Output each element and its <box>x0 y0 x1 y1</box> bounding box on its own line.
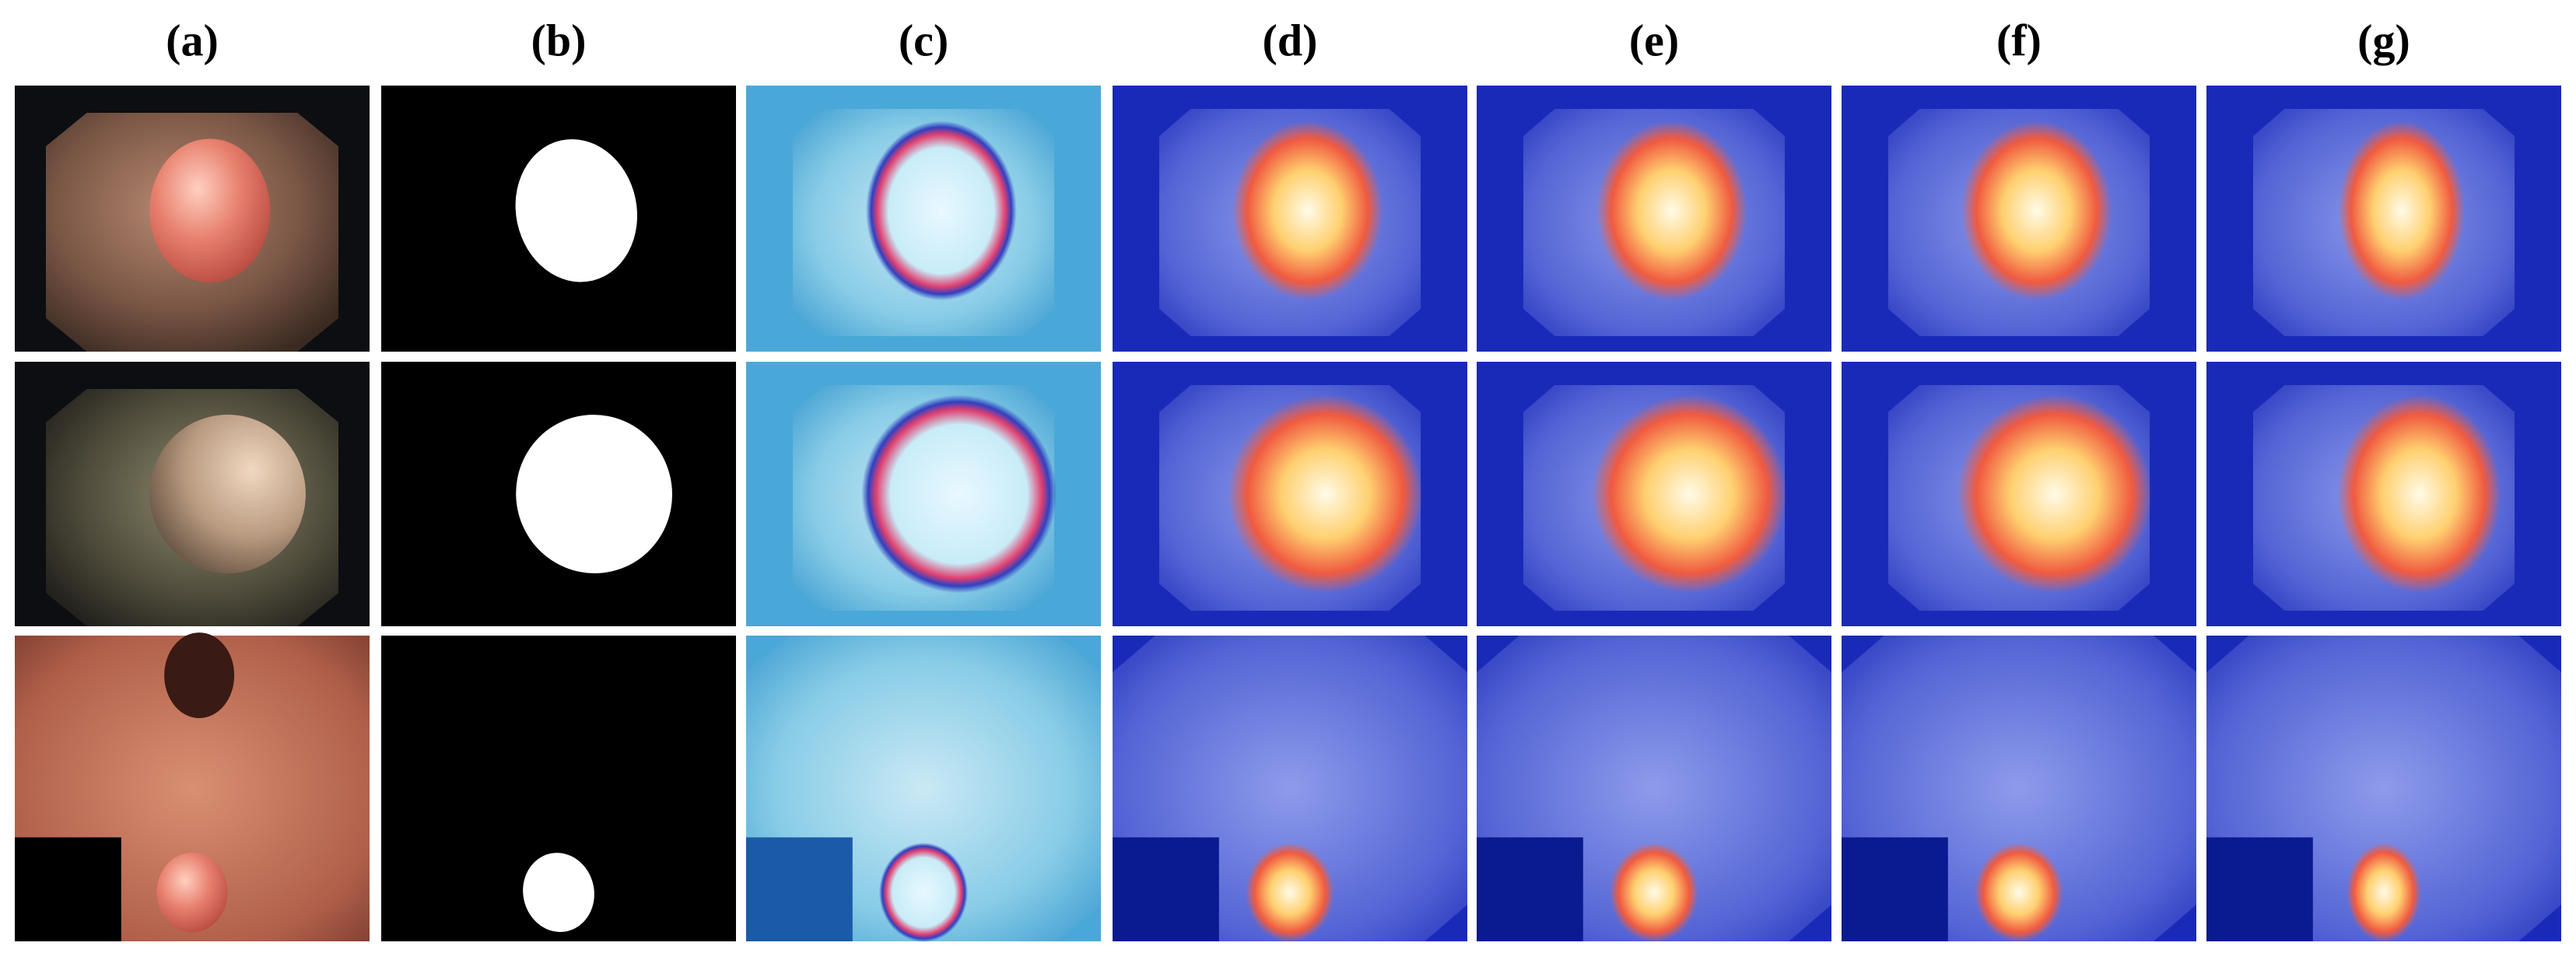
image-panel <box>2206 636 2561 942</box>
activation <box>2337 394 2501 594</box>
image-panel <box>1842 86 2196 352</box>
activation <box>2338 121 2466 301</box>
polyp <box>156 853 228 933</box>
image-panel <box>15 632 370 941</box>
image-panel <box>1113 362 1467 626</box>
activation <box>1975 843 2063 942</box>
image-panel <box>746 86 1101 352</box>
column-label: (f) <box>1996 15 2042 65</box>
image-panel <box>1477 636 1831 942</box>
corner-mask <box>1842 837 1948 941</box>
activation <box>1961 121 2112 301</box>
column-label: (a) <box>166 15 219 65</box>
image-panel <box>1477 362 1831 626</box>
polyp <box>149 415 306 573</box>
column-label: (b) <box>531 15 587 65</box>
image-panel <box>381 636 736 941</box>
image-panel <box>381 86 736 352</box>
activation <box>879 843 968 942</box>
corner-mask <box>746 837 853 941</box>
image-panel <box>1842 636 2196 942</box>
image-panel <box>2206 86 2561 352</box>
mask-region <box>523 853 594 932</box>
column-label: (e) <box>1629 15 1679 65</box>
column-label: (c) <box>899 15 948 65</box>
image-panel <box>746 362 1101 626</box>
image-panel <box>2206 362 2561 626</box>
activation <box>1592 394 1787 594</box>
corner-mask <box>1113 837 1219 941</box>
image-panel <box>1113 86 1467 352</box>
image-panel <box>15 86 370 352</box>
activation <box>1610 843 1698 942</box>
polyp <box>149 138 271 283</box>
corner-mask <box>1477 837 1583 941</box>
activation <box>861 394 1057 594</box>
image-panel <box>1113 636 1467 942</box>
lumen <box>164 632 235 719</box>
mask-region <box>515 138 638 282</box>
activation <box>1246 843 1334 942</box>
corner-mask <box>2206 837 2313 941</box>
image-panel <box>1842 362 2196 626</box>
image-panel <box>15 362 370 626</box>
image-panel <box>746 636 1101 942</box>
image-panel <box>381 362 736 626</box>
column-label: (g) <box>2357 15 2410 65</box>
image-panel <box>1477 86 1831 352</box>
mask-region <box>516 415 672 573</box>
activation <box>1596 121 1747 301</box>
column-label: (d) <box>1263 15 1318 65</box>
activation <box>2346 843 2421 942</box>
activation <box>1232 121 1383 301</box>
corner-mask <box>15 837 121 941</box>
activation <box>865 121 1017 301</box>
activation <box>1228 394 1423 594</box>
activation <box>1957 394 2153 594</box>
